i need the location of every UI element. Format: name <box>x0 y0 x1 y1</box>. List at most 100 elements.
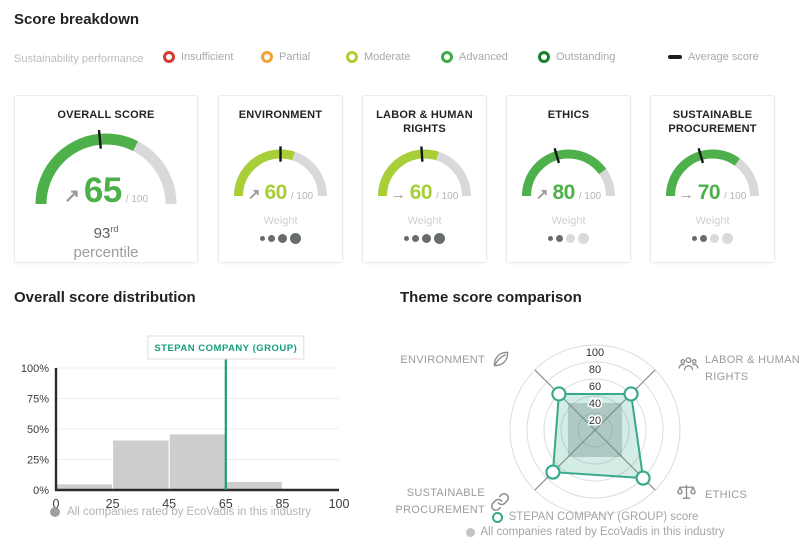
svg-text:50%: 50% <box>27 424 49 436</box>
percentile-suffix: rd <box>110 224 119 235</box>
radar-axis-sustainable-procurement: SUSTAINABLE PROCUREMENT <box>395 487 485 517</box>
score-denominator: / 100 <box>724 191 747 202</box>
score-value: 70 <box>697 181 721 204</box>
trend-arrow-icon: → <box>390 186 406 203</box>
environment-gauge: ↗ 60 / 100 <box>219 136 342 206</box>
weight-dot <box>566 234 575 243</box>
moderate-ring-icon <box>346 51 358 63</box>
svg-text:20: 20 <box>589 415 601 427</box>
distribution-legend-label: All companies rated by EcoVadis in this … <box>67 506 311 518</box>
score-value: 60 <box>409 181 433 204</box>
percentile: 93rd percentile <box>15 224 197 261</box>
weight-dots <box>363 233 486 244</box>
legend-caption: Sustainability performance <box>14 53 144 65</box>
weight-dot <box>722 233 733 244</box>
radar-axis-ethics: ETHICS <box>705 489 748 501</box>
legend-item-label: Partial <box>279 51 311 63</box>
gauge-arc <box>35 130 177 205</box>
people-icon <box>678 354 699 375</box>
score-value: 65 <box>83 171 122 211</box>
weight-dot <box>278 234 287 243</box>
legend-item-moderate: Moderate <box>346 51 410 63</box>
distribution-legend: All companies rated by EcoVadis in this … <box>8 506 353 518</box>
outstanding-ring-icon <box>538 51 550 63</box>
radar-chart: 20 40 60 80 100 <box>509 344 681 516</box>
score-denominator: / 100 <box>125 194 149 206</box>
radar-legend-company: STEPAN COMPANY (GROUP) score <box>430 511 760 523</box>
legend-item-label: Outstanding <box>556 51 616 63</box>
svg-text:80: 80 <box>589 364 601 376</box>
insufficient-ring-icon <box>163 51 175 63</box>
svg-text:85: 85 <box>275 497 289 511</box>
radar-legend-label: STEPAN COMPANY (GROUP) score <box>508 511 699 523</box>
gauge-arc <box>522 147 615 197</box>
weight-dots <box>651 233 774 244</box>
svg-text:0: 0 <box>53 497 60 511</box>
score-denominator: / 100 <box>578 191 602 202</box>
svg-text:100: 100 <box>586 347 604 359</box>
weight-dot <box>692 236 697 241</box>
trend-arrow-icon: ↗ <box>247 186 261 203</box>
gauge-arc <box>378 146 471 197</box>
industry-dot-icon <box>465 527 475 537</box>
weight-dots <box>507 233 630 244</box>
weight-dots <box>219 233 342 244</box>
score-card-overall-score: OVERALL SCORE ↗ 65 / 100 93rd percentile <box>14 95 198 263</box>
score-denominator: / 100 <box>290 191 314 202</box>
weight-dot <box>578 233 589 244</box>
partial-ring-icon <box>261 51 273 63</box>
radar-legend-label: All companies rated by EcoVadis in this … <box>480 526 725 538</box>
score-card-environment: ENVIRONMENT ↗ 60 / 100 Weight <box>218 95 343 263</box>
legend-item-label: Advanced <box>459 51 508 63</box>
weight-dot <box>700 235 707 242</box>
weight-label: Weight <box>551 215 586 227</box>
legend-item-advanced: Advanced <box>441 51 508 63</box>
weight-dot <box>556 235 563 242</box>
legend-item-label: Average score <box>688 51 759 63</box>
radar-legend: STEPAN COMPANY (GROUP) score All compani… <box>430 511 760 541</box>
radar-axis-environment: ENVIRONMENT <box>400 354 485 366</box>
advanced-ring-icon <box>441 51 453 63</box>
gauge-arc <box>666 147 759 197</box>
card-title: LABOR & HUMAN RIGHTS <box>376 109 473 136</box>
weight-dot <box>422 234 431 243</box>
score-value: 80 <box>552 181 575 204</box>
score-denominator: / 100 <box>436 191 459 202</box>
legend-item-insufficient: Insufficient <box>163 51 233 63</box>
card-title: SUSTAINABLE PROCUREMENT <box>668 109 757 136</box>
weight-label: Weight <box>695 215 730 227</box>
score-card-sustainable-procurement: SUSTAINABLE PROCUREMENT → 70 / 100 Weigh… <box>650 95 775 263</box>
card-title: ETHICS <box>547 109 590 121</box>
svg-text:65: 65 <box>219 497 233 511</box>
weight-dot <box>710 234 719 243</box>
svg-text:75%: 75% <box>27 394 49 406</box>
svg-text:40: 40 <box>589 398 601 410</box>
weight-dot <box>268 235 275 242</box>
radar-axis-labor-human-rights: LABOR & HUMAN RIGHTS <box>705 354 800 384</box>
card-title: ENVIRONMENT <box>238 109 323 121</box>
weight-dot <box>260 236 265 241</box>
weight-dot <box>404 236 409 241</box>
weight-label: Weight <box>263 215 298 227</box>
legend-item-label: Moderate <box>364 51 411 63</box>
link-icon <box>490 492 510 512</box>
gauge-arc <box>234 146 327 197</box>
svg-text:60: 60 <box>589 381 601 393</box>
score-card-labor-human-rights: LABOR & HUMAN RIGHTS → 60 / 100 Weight <box>362 95 487 263</box>
radar-legend-industry: All companies rated by EcoVadis in this … <box>430 526 760 538</box>
overall-score-gauge: ↗ 65 / 100 <box>15 122 197 212</box>
legend-item-label: Insufficient <box>181 51 234 63</box>
svg-text:45: 45 <box>162 497 176 511</box>
score-card-ethics: ETHICS ↗ 80 / 100 Weight <box>506 95 631 263</box>
legend-item-outstanding: Outstanding <box>538 51 615 63</box>
weight-dot <box>290 233 301 244</box>
svg-text:25%: 25% <box>27 455 49 467</box>
labor-human-rights-gauge: → 60 / 100 <box>363 136 486 206</box>
weight-dot <box>548 236 553 241</box>
trend-arrow-icon: ↗ <box>63 186 80 208</box>
svg-text:100: 100 <box>329 497 350 511</box>
comparison-title: Theme score comparison <box>400 289 582 306</box>
industry-dot-icon <box>50 507 61 517</box>
ethics-gauge: ↗ 80 / 100 <box>507 136 630 206</box>
